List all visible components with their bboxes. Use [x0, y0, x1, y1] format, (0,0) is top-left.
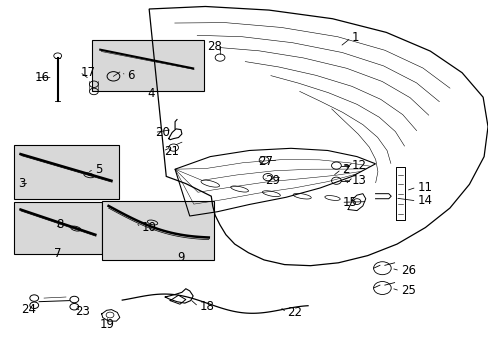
Text: 23: 23: [75, 305, 89, 318]
Text: 16: 16: [34, 71, 49, 84]
Text: 3: 3: [19, 177, 26, 190]
Text: 18: 18: [199, 300, 214, 313]
Text: 14: 14: [417, 194, 432, 207]
Text: 5: 5: [95, 163, 102, 176]
Bar: [14, 202, 102, 254]
Text: 17: 17: [81, 66, 96, 78]
Text: 8: 8: [56, 219, 63, 231]
Bar: [92, 40, 204, 91]
Text: 24: 24: [21, 303, 36, 316]
Text: 7: 7: [54, 247, 61, 260]
Text: 21: 21: [163, 145, 179, 158]
Text: 19: 19: [100, 318, 115, 330]
Text: 11: 11: [417, 181, 432, 194]
Text: 12: 12: [351, 159, 366, 172]
Text: 1: 1: [351, 31, 359, 44]
Text: 4: 4: [147, 87, 155, 100]
Text: 27: 27: [258, 155, 273, 168]
Text: 15: 15: [342, 196, 356, 209]
Text: 20: 20: [155, 126, 170, 139]
Text: 2: 2: [342, 163, 349, 176]
Text: 29: 29: [264, 174, 280, 187]
Text: 28: 28: [206, 40, 221, 53]
Text: 13: 13: [351, 174, 366, 187]
Text: 22: 22: [287, 306, 302, 319]
Text: 6: 6: [127, 69, 134, 82]
Text: 26: 26: [400, 264, 415, 277]
Bar: [102, 201, 214, 260]
Text: 10: 10: [142, 221, 156, 234]
Bar: [14, 145, 119, 199]
Text: 9: 9: [177, 251, 184, 264]
Text: 25: 25: [400, 284, 415, 297]
